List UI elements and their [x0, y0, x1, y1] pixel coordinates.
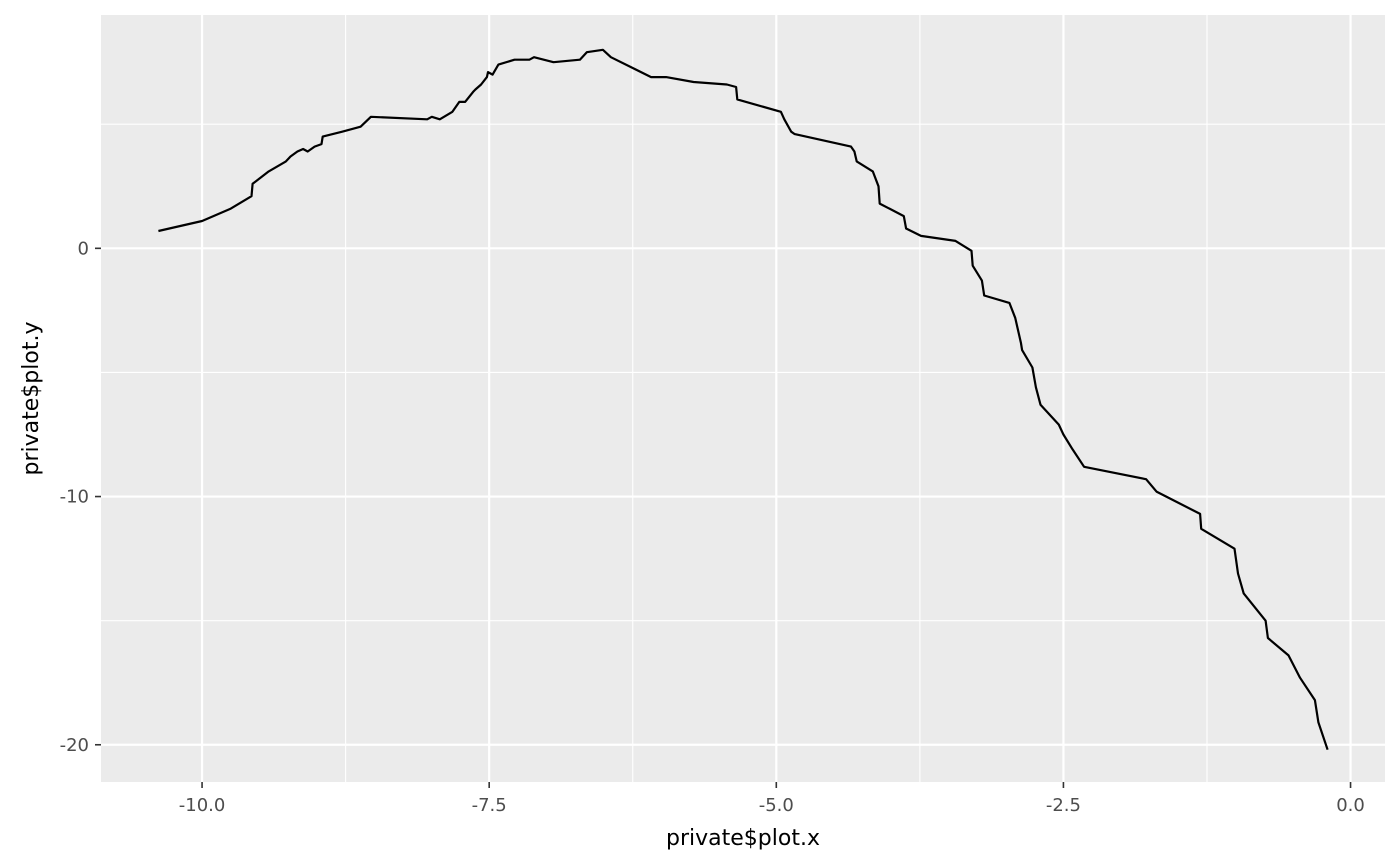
- x-tick-label: -10.0: [179, 795, 226, 816]
- series-line: [158, 48, 1329, 751]
- x-axis: -10.0 -7.5 -5.0 -2.5 0.0: [179, 782, 1365, 816]
- major-grid: [101, 15, 1385, 782]
- x-tick-label: -2.5: [1046, 795, 1081, 816]
- x-tick-label: 0.0: [1336, 795, 1365, 816]
- y-tick-label: 0: [78, 238, 89, 259]
- y-tick-label: -20: [60, 735, 89, 756]
- x-tick-label: -7.5: [472, 795, 507, 816]
- y-tick-label: -10: [60, 487, 89, 508]
- x-axis-title: private$plot.x: [666, 826, 820, 851]
- x-tick-label: -5.0: [759, 795, 794, 816]
- y-axis-title: private$plot.y: [19, 322, 44, 476]
- minor-grid: [101, 15, 1385, 782]
- y-axis: -20 -10 0: [60, 238, 101, 756]
- plot-panel: [101, 15, 1385, 782]
